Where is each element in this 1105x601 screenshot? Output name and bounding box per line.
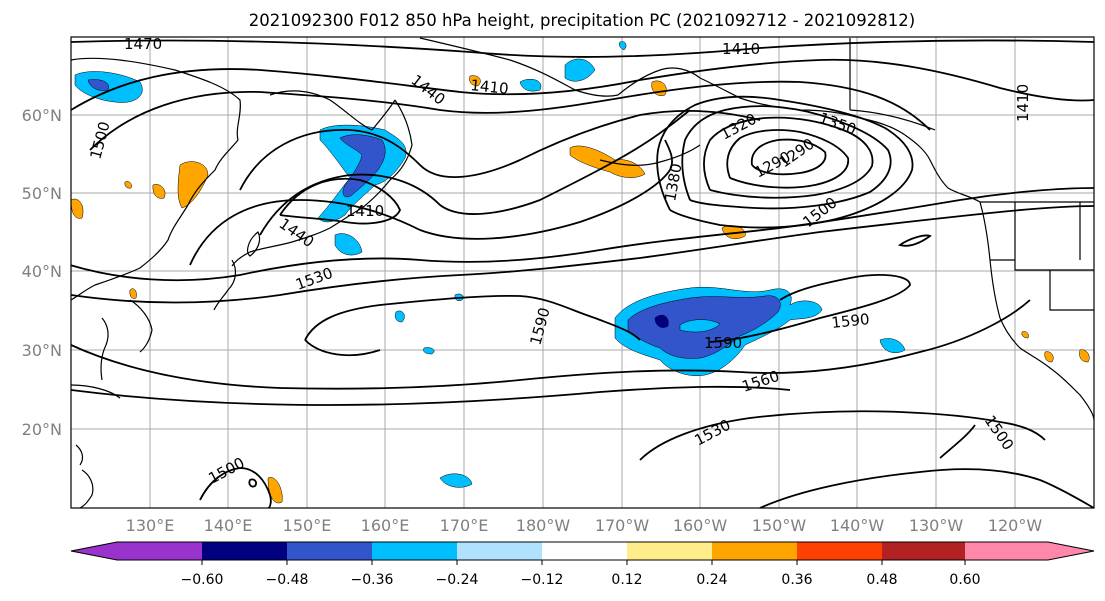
colorbar-outline [70, 541, 1095, 561]
colorbar-tick-label: −0.24 [436, 572, 479, 588]
colorbar-tick-label: 0.24 [696, 572, 727, 588]
colorbar-segment [202, 542, 287, 560]
lon-label: 120°W [988, 516, 1043, 535]
lat-label: 40°N [22, 262, 62, 281]
colorbar-segment [287, 542, 372, 560]
colorbar-tick-label: −0.12 [521, 572, 564, 588]
colorbar: −0.60 −0.48 −0.36 −0.24 −0.12 0.12 0.24 … [70, 541, 1095, 588]
lat-label: 20°N [22, 420, 62, 439]
lon-label: 160°E [361, 516, 410, 535]
lon-label: 130°W [909, 516, 964, 535]
colorbar-tick-label: 0.48 [866, 572, 897, 588]
contour-label: 1410 [1014, 84, 1032, 122]
lon-label: 150°W [752, 516, 807, 535]
lon-label: 140°W [830, 516, 885, 535]
contour-label: 1410 [470, 76, 510, 98]
lon-label: 170°W [595, 516, 650, 535]
colorbar-segment [712, 542, 797, 560]
colorbar-tick-label: 0.12 [611, 572, 642, 588]
colorbar-segment [71, 542, 202, 560]
colorbar-segment [542, 542, 627, 560]
lon-label: 180°W [516, 516, 571, 535]
contour-label: 1410 [346, 202, 384, 220]
lat-label: 30°N [22, 341, 62, 360]
colorbar-tick-label: −0.60 [181, 572, 224, 588]
colorbar-tick-label: 0.36 [781, 572, 812, 588]
height-contours [71, 39, 1094, 508]
map-title: 2021092300 F012 850 hPa height, precipit… [249, 11, 915, 30]
map-area: 1470 1410 1410 1440 1500 1410 1440 1530 … [71, 35, 1094, 508]
lon-label: 130°E [126, 516, 175, 535]
colorbar-tick-labels: −0.60 −0.48 −0.36 −0.24 −0.12 0.12 0.24 … [181, 572, 981, 588]
colorbar-ticks [201, 560, 966, 565]
lon-label: 170°E [440, 516, 489, 535]
map-frame [70, 36, 1095, 509]
contour-label: 1410 [722, 40, 760, 58]
lat-label: 50°N [22, 184, 62, 203]
colorbar-segment [882, 542, 965, 560]
colorbar-tick-label: −0.36 [351, 572, 394, 588]
lon-label: 150°E [283, 516, 332, 535]
colorbar-tick-label: 0.60 [949, 572, 980, 588]
longitude-labels: 130°E 140°E 150°E 160°E 170°E 180°W 170°… [126, 516, 1043, 535]
contour-label: 1590 [831, 310, 871, 332]
contour-label: 1590 [704, 334, 742, 352]
colorbar-segment [627, 542, 712, 560]
colorbar-tick-label: −0.48 [266, 572, 309, 588]
precip-negative-shading [74, 41, 906, 488]
colorbar-segment [965, 542, 1094, 560]
contour-label: 1470 [124, 35, 162, 53]
coastlines [71, 37, 1094, 508]
colorbar-segment [372, 542, 457, 560]
lat-label: 60°N [22, 106, 62, 125]
latitude-labels: 60°N 50°N 40°N 30°N 20°N [22, 106, 62, 439]
lon-label: 140°E [204, 516, 253, 535]
colorbar-segment [457, 542, 542, 560]
lon-label: 160°W [673, 516, 728, 535]
colorbar-segment [797, 542, 882, 560]
